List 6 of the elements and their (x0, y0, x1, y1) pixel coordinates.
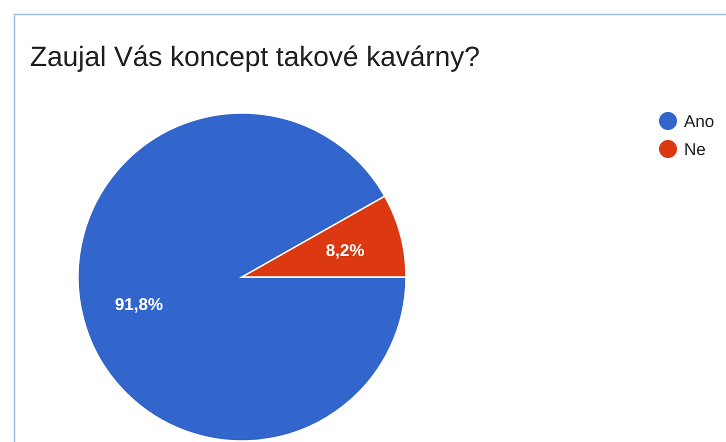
data-label: 8,2% (326, 240, 364, 260)
data-label: 91,8% (114, 295, 164, 314)
legend-label: Ano (684, 112, 714, 131)
legend-label: Ne (684, 140, 706, 159)
chart-title: Zaujal Vás koncept takové kavárny? (30, 41, 480, 72)
pie-slice (78, 112, 407, 442)
